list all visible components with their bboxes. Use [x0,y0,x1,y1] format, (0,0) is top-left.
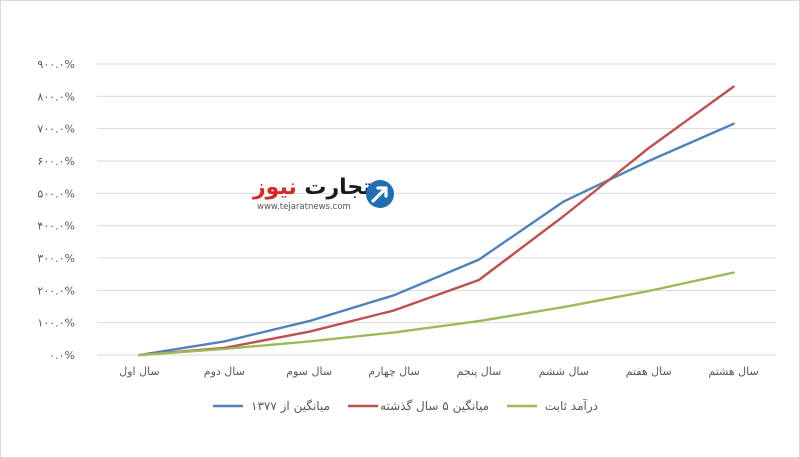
y-tick-label: ۵۰۰.۰% [37,187,75,200]
y-axis-tick-labels: ۰.۰% ۱۰۰.۰% ۲۰۰.۰% ۳۰۰.۰% ۴۰۰.۰% ۵۰۰.۰% ۶۰۰.۰%… [37,58,75,362]
y-tick-label: ۸۰۰.۰% [37,90,75,103]
arrow-up-right-icon [366,180,394,208]
y-tick-label: ۹۰۰.۰% [37,58,75,71]
y-tick-label: ۳۰۰.۰% [37,252,75,265]
x-tick-label: سال اول [119,365,159,378]
x-tick-label: سال سوم [286,365,332,378]
legend-label: درآمد ثابت [545,398,598,414]
y-tick-label: ۷۰۰.۰% [37,123,75,136]
x-tick-label: سال چهارم [368,365,419,378]
logo-word-main: تجارت [304,175,372,200]
logo-site-url: www.tejaratnews.com [257,202,351,212]
x-tick-label: سال هفتم [626,365,672,378]
x-tick-label: سال هشتم [708,365,758,378]
legend-label: میانگین از ۱۳۷۷ [251,399,330,414]
legend: میانگین از ۱۳۷۷ میانگین ۵ سال گذشته درآمد … [213,398,598,414]
gridlines [97,63,776,356]
logo-word-accent: نیوز [253,175,297,200]
y-tick-label: ۲۰۰.۰% [37,284,75,297]
series-lines [138,85,735,357]
x-axis-tick-labels: سال اول سال دوم سال سوم سال چهارم سال پنجم سا… [119,365,758,378]
x-tick-label: سال پنجم [457,365,502,378]
y-tick-label: ۰.۰% [49,349,75,362]
series-line-3 [138,271,735,357]
legend-label: میانگین ۵ سال گذشته [380,399,489,414]
series-line-2 [138,85,735,357]
x-tick-label: سال ششم [539,365,589,378]
series-line-1 [138,122,735,357]
x-tick-label: سال دوم [204,365,245,378]
logo-wordmark: تجارت نیوز [253,175,372,201]
tejaratnews-watermark: تجارت نیوز www.tejaratnews.com [249,175,401,215]
y-tick-label: ۱۰۰.۰% [37,317,75,330]
y-tick-label: ۶۰۰.۰% [37,155,75,168]
y-tick-label: ۴۰۰.۰% [37,220,75,233]
